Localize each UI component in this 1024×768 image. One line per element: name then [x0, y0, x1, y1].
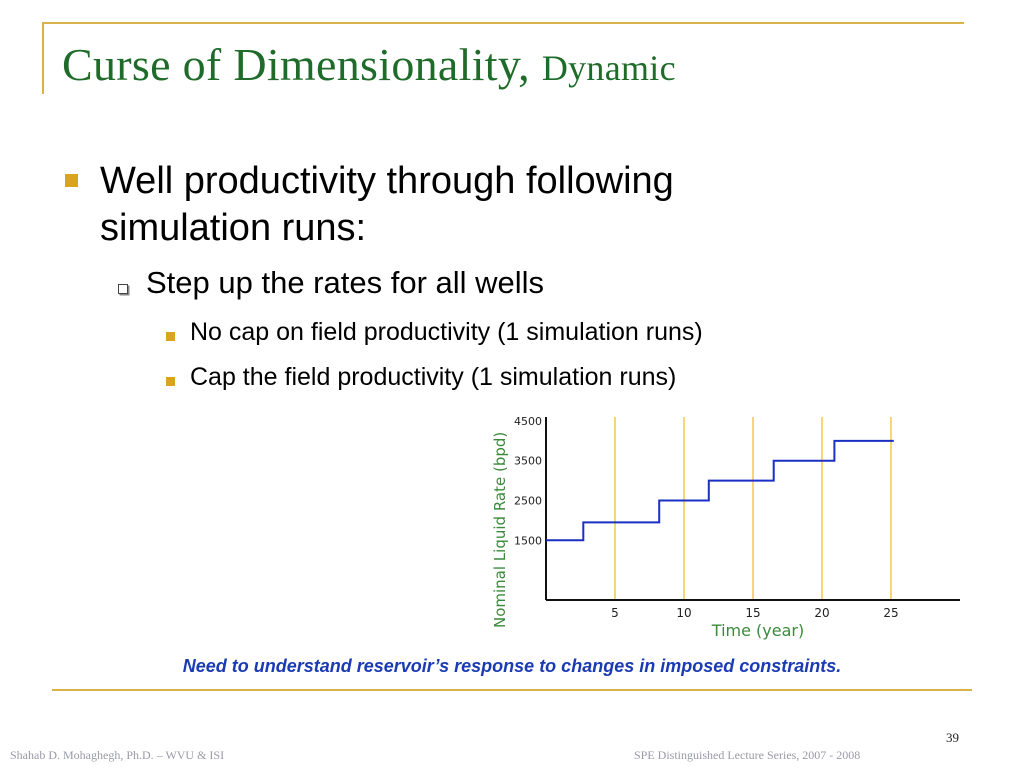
x-tick-label: 10: [676, 606, 691, 620]
bullet-level3-cap: Cap the field productivity (1 simulation…: [190, 363, 677, 391]
rate-step-chart: 1500 2500 3500 4500 5 10 15 20 25 Nominal Liqui…: [491, 415, 960, 640]
y-tick-label: 2500: [514, 495, 542, 508]
x-tick-label: 20: [814, 606, 829, 620]
footer-author: Shahab D. Mohaghegh, Ph.D. – WVU & ISI: [10, 748, 225, 762]
y-tick-label: 1500: [514, 534, 542, 547]
vertical-gridlines: [614, 417, 892, 600]
bottom-rule: [52, 689, 972, 691]
page-number: 39: [946, 730, 959, 745]
y-tick-labels: 1500 2500 3500 4500: [514, 415, 542, 547]
y-tick-label: 3500: [514, 455, 542, 468]
hollow-square-bullet-icon: [118, 284, 128, 294]
footer-series: SPE Distinguished Lecture Series, 2007 -…: [634, 748, 861, 762]
y-tick-label: 4500: [514, 415, 542, 428]
bullet-level1: Well productivity through following simu…: [100, 160, 674, 249]
square-bullet-icon: [166, 377, 175, 386]
y-axis-label: Nominal Liquid Rate (bpd): [491, 432, 509, 628]
frame-left-line: [42, 22, 44, 94]
x-tick-labels: 5 10 15 20 25: [611, 606, 898, 620]
frame-top-line: [42, 22, 964, 24]
x-tick-label: 15: [745, 606, 760, 620]
emphasis-note: Need to understand reservoir’s response …: [182, 656, 842, 676]
x-axis-label: Time (year): [711, 621, 804, 640]
x-tick-label: 25: [883, 606, 898, 620]
x-tick-label: 5: [611, 606, 619, 620]
square-bullet-icon: [65, 174, 78, 187]
slide-title-sub: Dynamic: [541, 48, 676, 88]
slide-title: Curse of Dimensionality, Dynamic: [62, 38, 676, 91]
bullet-level3-no-cap: No cap on field productivity (1 simulati…: [190, 318, 703, 346]
square-bullet-icon: [166, 332, 175, 341]
slide-title-main: Curse of Dimensionality,: [62, 39, 530, 90]
series-line: [546, 439, 894, 542]
bullet-level2: Step up the rates for all wells: [146, 265, 545, 300]
